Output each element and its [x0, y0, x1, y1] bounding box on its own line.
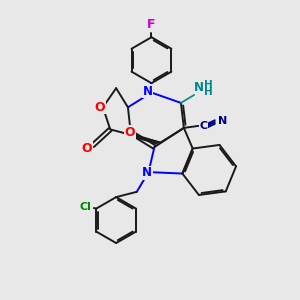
Text: O: O: [94, 101, 105, 114]
Text: Cl: Cl: [79, 202, 91, 212]
Text: C: C: [200, 121, 208, 131]
Text: N: N: [142, 166, 152, 179]
Text: O: O: [81, 142, 92, 155]
Text: N: N: [142, 85, 153, 98]
Text: H: H: [204, 80, 212, 90]
Text: O: O: [125, 126, 135, 139]
Text: N: N: [218, 116, 228, 126]
Text: H: H: [204, 87, 212, 97]
Text: N: N: [194, 81, 204, 94]
Text: F: F: [147, 18, 156, 31]
